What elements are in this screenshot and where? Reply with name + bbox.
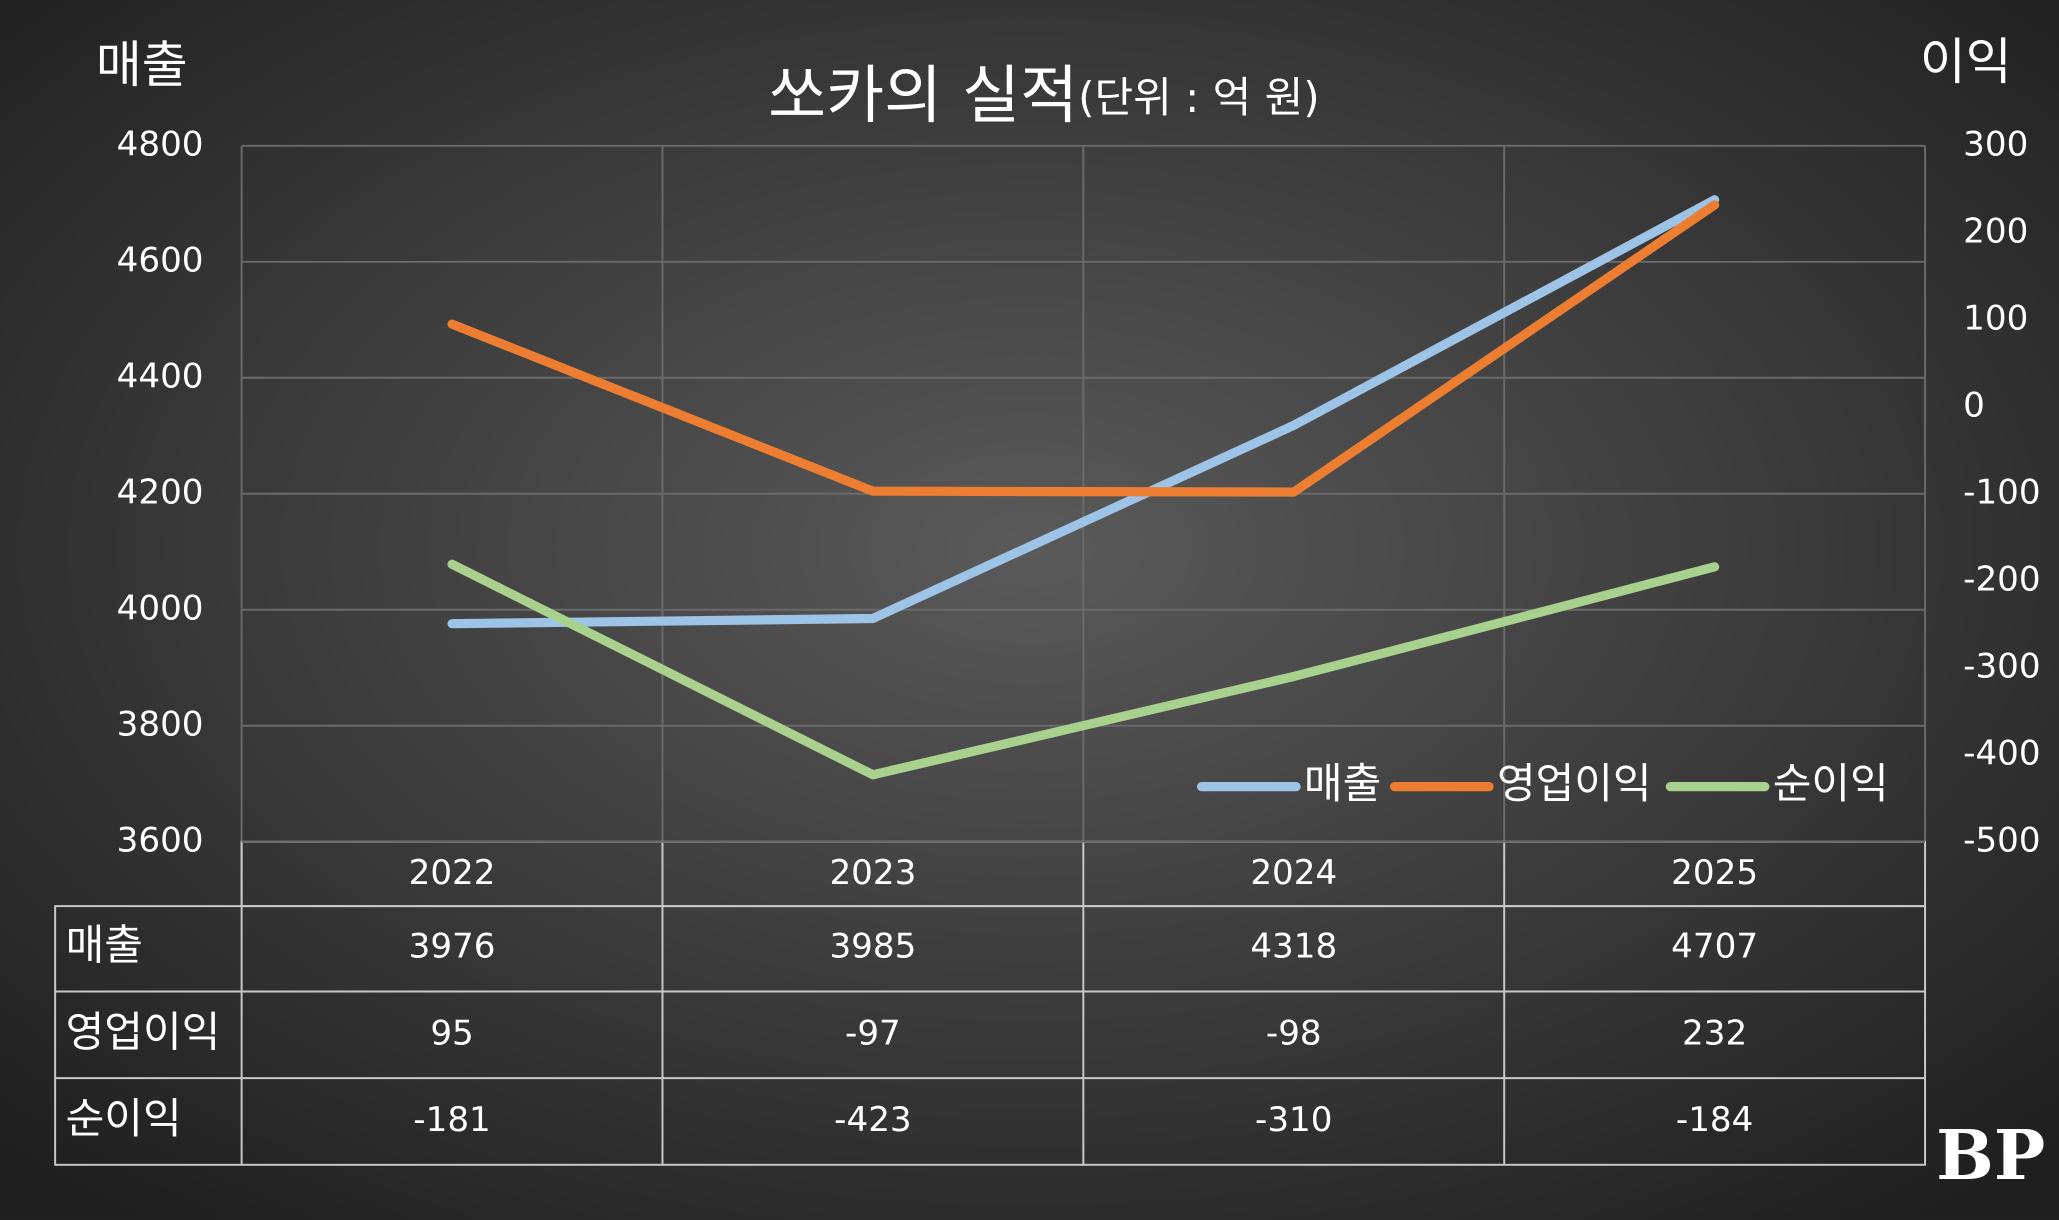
y2-tick-label: -400 bbox=[1963, 733, 2040, 773]
y-tick-label: 3600 bbox=[117, 820, 204, 860]
table-cell: 4707 bbox=[1671, 927, 1758, 967]
x-tick-label: 2023 bbox=[829, 853, 916, 893]
table-row-label: 매출 bbox=[66, 921, 143, 970]
legend-label: 매출 bbox=[1304, 759, 1381, 808]
table-body bbox=[54, 905, 1927, 1166]
table-cell: 232 bbox=[1682, 1013, 1747, 1053]
table-row-label: 영업이익 bbox=[66, 1007, 221, 1056]
y-axis-label: 매출 bbox=[96, 36, 188, 94]
y-tick-label: 3800 bbox=[117, 704, 204, 744]
y-tick-label: 4600 bbox=[117, 240, 204, 280]
table-cell: 3985 bbox=[829, 927, 916, 967]
y2-tick-label: 300 bbox=[1963, 124, 2028, 164]
y2-axis-label: 이익 bbox=[1920, 33, 2012, 91]
title: 쏘카의 실적 bbox=[768, 58, 1078, 132]
y2-tick-label: 100 bbox=[1963, 298, 2028, 338]
table-cell: 3976 bbox=[409, 927, 496, 967]
table-cell: -98 bbox=[1266, 1013, 1322, 1053]
table-cell: -181 bbox=[413, 1100, 490, 1140]
table-cell: -423 bbox=[834, 1100, 911, 1140]
table-cell: -184 bbox=[1676, 1100, 1753, 1140]
table-cell: -310 bbox=[1255, 1100, 1332, 1140]
y2-tick-label: 200 bbox=[1963, 211, 2028, 251]
x-tick-label: 2024 bbox=[1250, 853, 1337, 893]
y2-tick-label: 0 bbox=[1963, 385, 1985, 425]
y-tick-label: 4200 bbox=[117, 472, 204, 512]
chart-title: 쏘카의 실적(단위 : 억 원) bbox=[768, 58, 1320, 132]
table-row-label: 순이익 bbox=[66, 1094, 182, 1143]
legend-label: 순이익 bbox=[1773, 759, 1889, 808]
y2-tick-label: -500 bbox=[1963, 820, 2040, 860]
y2-tick-label: -300 bbox=[1963, 646, 2040, 686]
y2-tick-label: -100 bbox=[1963, 472, 2040, 512]
subtitle: (단위 : 억 원) bbox=[1078, 72, 1320, 121]
x-tick-label: 2025 bbox=[1671, 853, 1758, 893]
series-line bbox=[447, 200, 1720, 497]
y-tick-label: 4800 bbox=[117, 124, 204, 164]
series-line bbox=[447, 559, 1720, 780]
table-cell: 95 bbox=[430, 1013, 473, 1053]
y-tick-label: 4000 bbox=[117, 588, 204, 628]
series-line bbox=[447, 195, 1720, 629]
y-tick-label: 4400 bbox=[117, 356, 204, 396]
table-cell: -97 bbox=[845, 1013, 901, 1053]
table-cell: 4318 bbox=[1250, 927, 1337, 967]
x-tick-label: 2022 bbox=[409, 853, 496, 893]
legend-label: 영업이익 bbox=[1497, 759, 1652, 808]
y2-tick-label: -200 bbox=[1963, 559, 2040, 599]
watermark: BP bbox=[1936, 1116, 2045, 1196]
